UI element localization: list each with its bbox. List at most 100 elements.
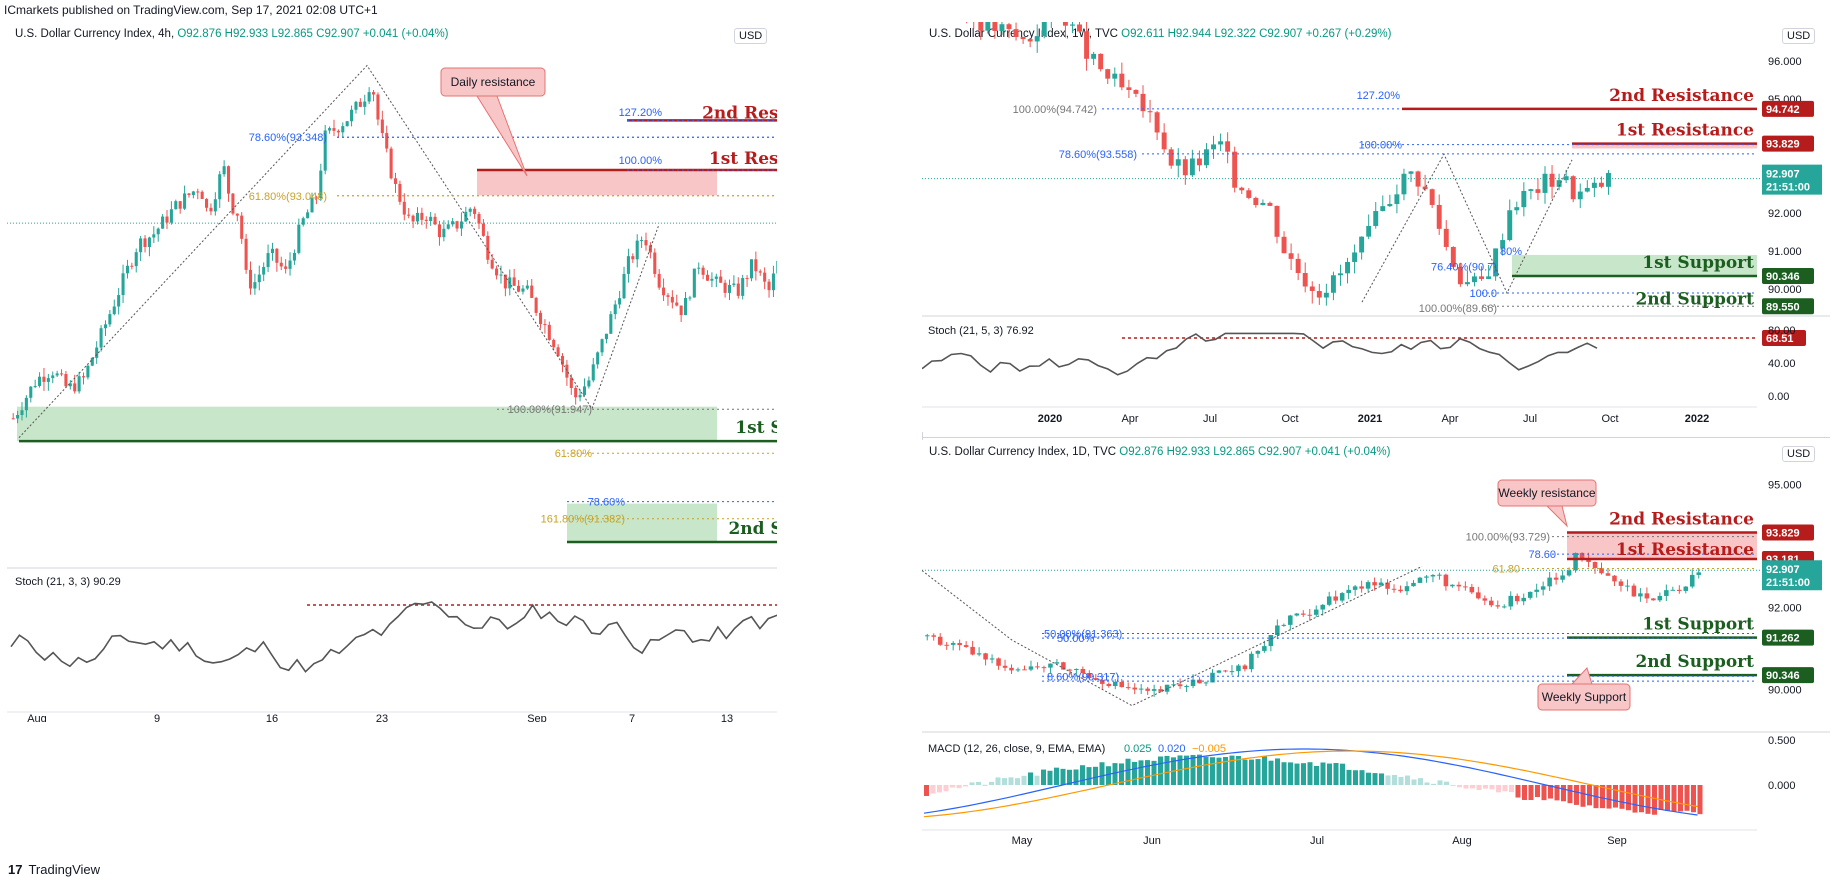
candle-body [635, 240, 639, 260]
fib-label: 100.00%(93.729) [1466, 532, 1550, 544]
macd-histogram-bar [1483, 785, 1488, 789]
candle-body [976, 653, 982, 655]
candle-body [1223, 670, 1228, 672]
currency-badge[interactable]: USD [1782, 28, 1816, 44]
macd-histogram-bar [1652, 785, 1657, 815]
candle-body [1062, 22, 1068, 26]
stoch-label: Stoch (21, 5, 3) 76.92 [928, 325, 1034, 337]
chart-canvas-weekly[interactable]: 127.20% 100.00%(94.742) 100.00% 78.60%(93.5… [922, 22, 1830, 432]
candle-body [1132, 687, 1137, 690]
candle-body [1584, 187, 1590, 192]
candle-body [1338, 273, 1343, 276]
candle-body [1204, 149, 1209, 166]
macd-histogram-bar [1639, 785, 1644, 813]
support-2-label: 2nd Support [1635, 289, 1754, 309]
candle-body [73, 383, 77, 392]
low-value: L92.865 [271, 28, 313, 40]
macd-histogram-bar [1216, 757, 1222, 785]
candle-body [169, 209, 173, 223]
macd-histogram-bar [950, 785, 955, 788]
candle-body [1002, 665, 1008, 668]
fib-label: 8.60%(90.317) [1047, 671, 1119, 683]
candle-body [1288, 615, 1293, 625]
candle-body [446, 224, 450, 229]
candle-body [77, 376, 81, 392]
chart-canvas-4h[interactable]: 127.20% 78.60%(93.348) 100.00% 61.80%(93.04… [7, 22, 777, 722]
macd-histogram-bar [1060, 768, 1066, 785]
panel-title: U.S. Dollar Currency Index, 1W, TVC O92.… [929, 28, 1391, 40]
candle-body [1126, 87, 1132, 90]
symbol-label: U.S. Dollar Currency Index, 4h, [15, 28, 178, 40]
candle-body [222, 166, 226, 175]
tradingview-logo-icon: 17 [8, 862, 23, 877]
support-zone-1 [17, 406, 717, 442]
candle-body [574, 387, 578, 398]
candle-body [776, 260, 777, 274]
candle-body [983, 653, 988, 660]
currency-badge[interactable]: USD [1782, 446, 1816, 462]
candle-body [1476, 592, 1481, 599]
candle-body [1683, 586, 1689, 591]
candle-body [732, 283, 736, 285]
price-tag-bg [1762, 268, 1814, 285]
currency-badge[interactable]: USD [734, 28, 768, 44]
callout-label: Weekly Support [1542, 690, 1627, 704]
candle-body [473, 208, 477, 214]
x-tick-label: 7 [629, 713, 635, 722]
candle-body [1067, 669, 1073, 671]
candle-body [662, 287, 666, 296]
x-tick-label: May [1012, 835, 1033, 847]
candle-body [11, 418, 15, 420]
candle-body [1320, 604, 1325, 610]
chart-canvas-daily[interactable]: 100.00%(93.729) 78.60 61.80 50.00%(91.363)5… [922, 440, 1830, 852]
candle-body [1041, 667, 1047, 669]
candle-body [1359, 236, 1365, 253]
macd-histogram-bar [1281, 762, 1287, 785]
candle-body [924, 635, 930, 637]
macd-histogram-bar [1496, 785, 1501, 793]
price-tag-bg [1762, 667, 1814, 684]
candle-body [1203, 682, 1209, 684]
fib-label: 61.80 [1492, 563, 1520, 575]
candle-body [1469, 586, 1475, 593]
candle-body [1119, 73, 1125, 88]
candle-body [1133, 89, 1139, 94]
macd-histogram-bar [1301, 763, 1306, 785]
macd-histogram-bar [1125, 758, 1131, 785]
macd-histogram-bar [1015, 778, 1020, 785]
x-tick-label: 2020 [1038, 413, 1062, 425]
candle-body [235, 213, 239, 216]
candle-body [1514, 595, 1520, 602]
candle-body [1294, 613, 1300, 616]
candle-body [1161, 132, 1167, 150]
macd-histogram-bar [1600, 785, 1605, 809]
candle-body [1500, 240, 1506, 249]
open-value: O92.876 [1119, 446, 1164, 458]
candle-body [1253, 197, 1259, 206]
candle-body [477, 213, 481, 224]
chart-panel-4h[interactable]: U.S. Dollar Currency Index, 4h, O92.876 … [7, 22, 777, 722]
candle-body [1216, 670, 1222, 673]
candle-body [1275, 625, 1280, 636]
candle-body [978, 22, 984, 31]
candle-body [1339, 593, 1345, 601]
x-tick-label: Apr [1441, 413, 1458, 425]
candle-body [534, 297, 538, 313]
candle-body [1527, 591, 1533, 598]
candle-body [174, 201, 178, 210]
current-price-tag-bg [1762, 164, 1822, 195]
macd-histogram-bar [1314, 765, 1319, 785]
candle-body [530, 285, 534, 298]
candle-body [1074, 669, 1079, 671]
fib-label: 100.00%(91.947) [508, 404, 592, 416]
candle-body [332, 128, 336, 131]
candle-body [310, 197, 314, 213]
macd-histogram-bar [1626, 785, 1631, 811]
chart-panel-weekly[interactable]: U.S. Dollar Currency Index, 1W, TVC O92.… [922, 22, 1830, 432]
candle-body [999, 24, 1005, 31]
chart-panel-daily[interactable]: U.S. Dollar Currency Index, 1D, TVC O92.… [922, 440, 1830, 852]
candle-body [178, 201, 182, 209]
candle-body [1168, 149, 1174, 166]
macd-histogram-bar [1411, 779, 1417, 785]
candle-body [336, 130, 340, 133]
